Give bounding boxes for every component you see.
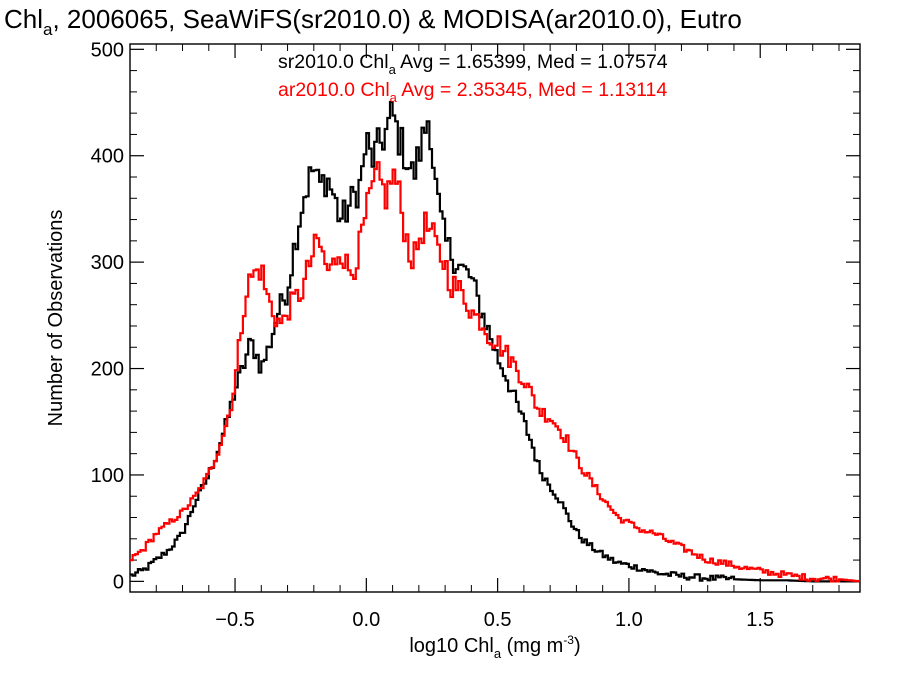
x-tick-label: 1.0 [615, 609, 643, 631]
axis-tick-labels: −0.5 0.0 0.5 1.0 1.5 0 100 200 300 400 500 [91, 39, 774, 631]
chart-title: Chla, 2006065, SeaWiFS(sr2010.0) & MODIS… [4, 4, 742, 39]
y-tick-label: 400 [91, 146, 124, 168]
series-line-sr2010.0 [130, 100, 860, 583]
x-tick-label: −0.5 [215, 609, 254, 631]
plot-frame [129, 43, 861, 593]
y-tick-label: 500 [91, 39, 124, 61]
y-tick-label: 100 [91, 465, 124, 487]
y-axis-label: Number of Observations [45, 210, 67, 427]
series-group [130, 100, 860, 583]
x-tick-label: 0.0 [352, 609, 380, 631]
y-tick-label: 200 [91, 359, 124, 381]
y-tick-label: 0 [113, 571, 124, 593]
y-tick-label: 300 [91, 252, 124, 274]
x-tick-label: 1.5 [746, 609, 774, 631]
series-line-ar2010.0 [130, 161, 860, 583]
legend-entry-ar2010: ar2010.0 Chla Avg = 2.35345, Med = 1.131… [278, 79, 667, 105]
x-axis-label: log10 Chla (mg m-3) [409, 633, 580, 661]
axis-ticks [129, 44, 860, 592]
x-tick-label: 0.5 [484, 609, 512, 631]
legend-entry-sr2010: sr2010.0 Chla Avg = 1.65399, Med = 1.075… [278, 51, 668, 77]
